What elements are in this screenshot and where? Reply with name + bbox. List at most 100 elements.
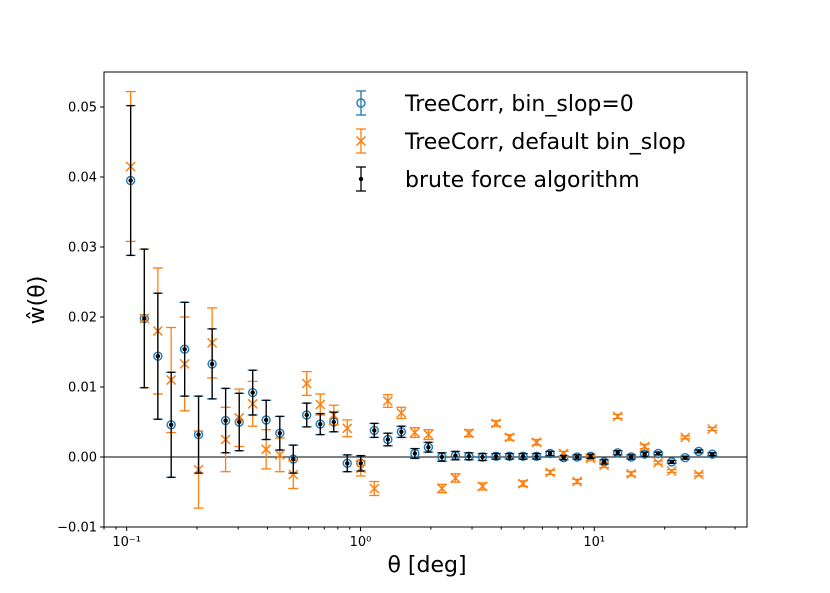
data-marker bbox=[545, 448, 555, 459]
data-marker bbox=[626, 468, 637, 479]
data-point bbox=[587, 453, 595, 460]
data-marker bbox=[558, 448, 569, 459]
data-point bbox=[167, 371, 175, 478]
data-point bbox=[140, 248, 148, 389]
data-point bbox=[708, 452, 716, 457]
data-marker bbox=[680, 453, 690, 463]
data-point bbox=[506, 452, 514, 460]
data-marker bbox=[694, 446, 704, 457]
data-marker bbox=[680, 432, 691, 443]
data-marker bbox=[382, 395, 393, 407]
data-marker bbox=[261, 444, 272, 455]
data-marker bbox=[653, 448, 663, 459]
y-axis-label: ŵ(θ) bbox=[25, 276, 50, 325]
data-point bbox=[695, 449, 703, 454]
data-point bbox=[560, 454, 568, 461]
legend-marker-symbol bbox=[355, 135, 367, 147]
legend-marker-treecorr-default-bin-slop bbox=[355, 128, 367, 154]
data-marker bbox=[531, 451, 542, 461]
data-marker bbox=[372, 428, 377, 433]
data-marker bbox=[439, 454, 445, 460]
data-point bbox=[492, 452, 500, 460]
data-marker bbox=[142, 316, 147, 321]
data-marker bbox=[707, 423, 718, 435]
data-marker bbox=[453, 453, 458, 458]
data-marker bbox=[707, 449, 717, 459]
data-point bbox=[249, 369, 257, 416]
data-marker bbox=[301, 378, 312, 389]
x-tick-label: 10⁻¹ bbox=[112, 535, 141, 550]
y-tick-label: −0.01 bbox=[57, 521, 97, 536]
data-marker bbox=[639, 441, 650, 452]
data-marker bbox=[588, 454, 593, 459]
data-point bbox=[627, 454, 635, 460]
data-marker bbox=[653, 457, 664, 468]
data-marker bbox=[599, 460, 610, 471]
data-marker bbox=[572, 476, 583, 487]
data-marker bbox=[463, 428, 474, 439]
data-marker bbox=[667, 457, 677, 467]
data-point bbox=[600, 459, 608, 465]
data-marker bbox=[477, 481, 488, 492]
data-marker bbox=[426, 445, 431, 450]
data-point bbox=[465, 452, 473, 461]
data-marker bbox=[345, 461, 350, 466]
data-marker bbox=[612, 448, 623, 458]
data-point bbox=[680, 432, 691, 443]
data-marker bbox=[168, 422, 174, 427]
data-point bbox=[653, 457, 664, 468]
y-tick-label: 0.00 bbox=[68, 451, 97, 466]
data-marker bbox=[155, 354, 161, 359]
data-marker bbox=[626, 452, 636, 462]
data-marker bbox=[710, 452, 715, 457]
data-marker bbox=[436, 483, 447, 494]
legend-entry-brute-force: brute force algorithm bbox=[356, 166, 640, 193]
data-point bbox=[599, 460, 610, 471]
x-axis-ticks: 10⁻¹ 10⁰ 10¹ bbox=[103, 527, 736, 550]
data-point bbox=[409, 426, 420, 439]
data-point bbox=[208, 328, 216, 400]
data-point bbox=[707, 423, 718, 435]
data-point bbox=[342, 419, 353, 438]
data-point bbox=[423, 429, 434, 441]
data-marker bbox=[574, 454, 580, 460]
data-point bbox=[343, 454, 351, 473]
data-marker bbox=[572, 452, 582, 462]
data-point bbox=[289, 444, 297, 474]
data-marker bbox=[683, 455, 688, 460]
data-marker bbox=[358, 461, 363, 466]
data-point bbox=[612, 411, 623, 422]
data-point bbox=[533, 452, 541, 460]
data-marker bbox=[534, 454, 539, 459]
data-marker bbox=[504, 451, 515, 461]
data-point bbox=[396, 406, 407, 420]
data-point bbox=[181, 301, 189, 397]
data-marker bbox=[466, 454, 472, 459]
data-layer bbox=[125, 90, 718, 509]
y-axis-ticks: −0.01 0.00 0.01 0.02 0.03 0.04 0.05 bbox=[57, 101, 104, 536]
data-point bbox=[195, 395, 203, 474]
data-marker bbox=[385, 437, 391, 442]
data-marker bbox=[412, 451, 418, 456]
data-marker bbox=[480, 454, 485, 460]
series-brute-force-algorithm bbox=[127, 104, 716, 478]
data-point bbox=[276, 415, 284, 451]
y-tick-label: 0.03 bbox=[68, 241, 97, 256]
legend-marker-symbol bbox=[358, 176, 364, 182]
y-tick-label: 0.05 bbox=[68, 101, 97, 116]
data-point bbox=[222, 387, 230, 454]
data-marker bbox=[396, 407, 407, 418]
data-marker bbox=[518, 451, 528, 461]
data-point bbox=[127, 104, 135, 257]
data-point bbox=[626, 468, 637, 479]
data-marker bbox=[490, 418, 502, 429]
legend-entry-treecorr-default-bin-slop: TreeCorr, default bin_slop bbox=[355, 128, 686, 155]
data-marker bbox=[291, 456, 296, 462]
data-point bbox=[666, 465, 677, 477]
x-tick-label: 10¹ bbox=[583, 535, 605, 550]
data-marker bbox=[642, 452, 647, 457]
data-point bbox=[639, 441, 650, 452]
legend-label-treecorr-default-bin-slop: TreeCorr, default bin_slop bbox=[404, 130, 686, 155]
